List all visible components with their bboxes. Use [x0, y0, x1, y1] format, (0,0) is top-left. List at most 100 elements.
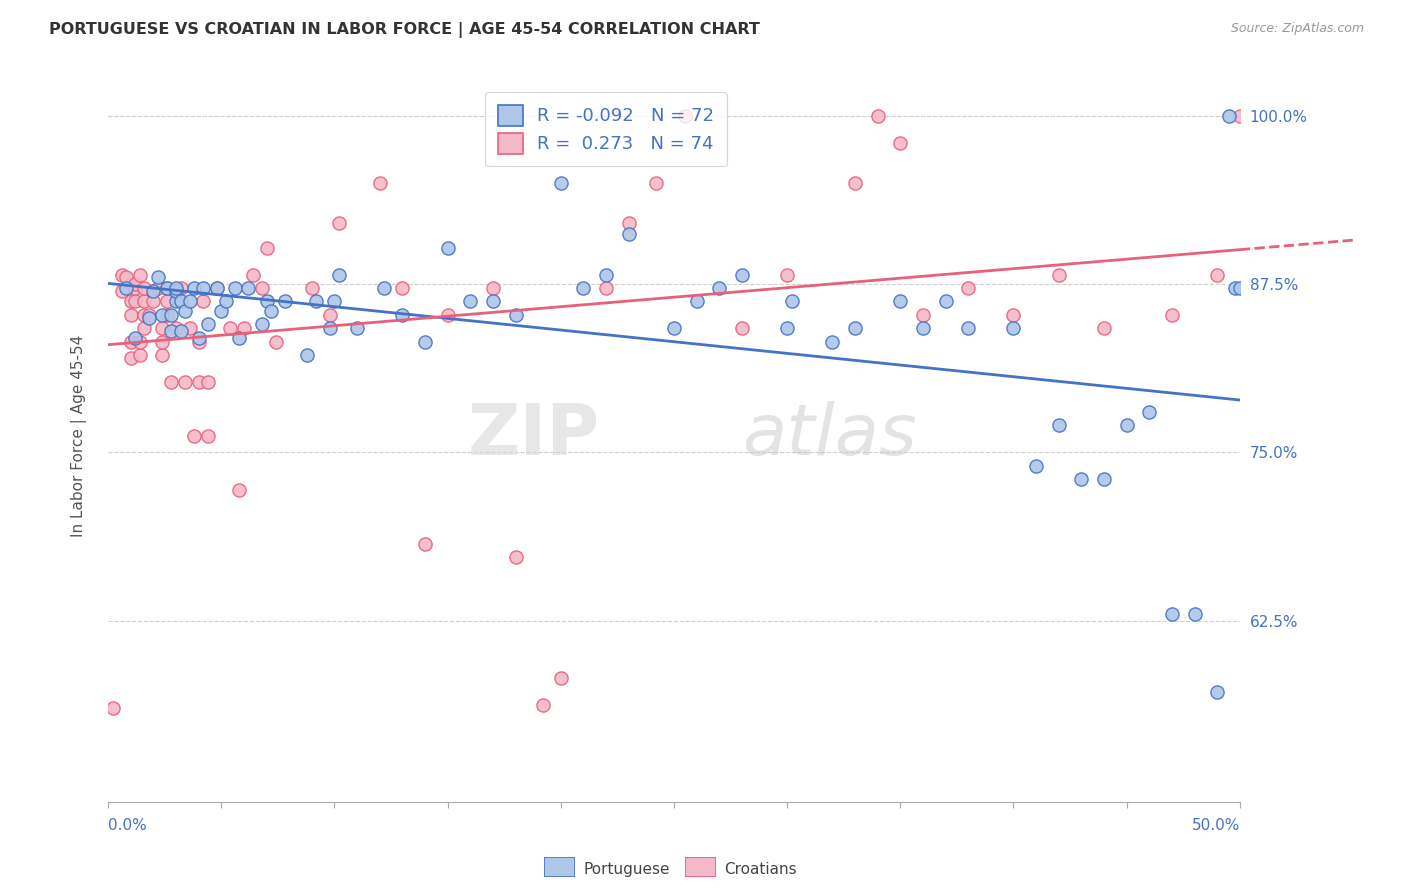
Point	[482, 281, 505, 295]
Point	[120, 308, 142, 322]
Point	[138, 308, 160, 322]
Point	[205, 281, 228, 295]
Point	[617, 227, 640, 241]
Point	[156, 281, 179, 295]
Point	[1229, 109, 1251, 123]
Point	[328, 216, 350, 230]
Point	[391, 308, 413, 322]
Point	[134, 321, 156, 335]
Point	[319, 308, 342, 322]
Point	[889, 136, 911, 150]
Point	[319, 321, 342, 335]
Point	[111, 284, 134, 298]
Point	[187, 331, 209, 345]
Point	[780, 294, 803, 309]
Y-axis label: In Labor Force | Age 45-54: In Labor Force | Age 45-54	[72, 334, 87, 536]
Point	[128, 268, 150, 282]
Point	[152, 321, 174, 335]
Point	[595, 281, 617, 295]
Point	[156, 281, 179, 295]
Point	[1092, 472, 1115, 486]
Point	[120, 351, 142, 365]
Point	[111, 268, 134, 282]
Point	[957, 281, 980, 295]
Point	[1047, 418, 1070, 433]
Point	[197, 318, 219, 332]
Point	[183, 281, 205, 295]
Point	[205, 281, 228, 295]
Point	[644, 176, 666, 190]
Point	[889, 294, 911, 309]
Point	[191, 294, 214, 309]
Point	[242, 268, 264, 282]
Point	[505, 308, 527, 322]
Point	[550, 672, 572, 686]
Point	[134, 281, 156, 295]
Point	[368, 176, 391, 190]
Text: Portuguese: Portuguese	[583, 863, 671, 877]
Text: atlas: atlas	[742, 401, 917, 470]
Point	[572, 281, 595, 295]
Point	[458, 294, 481, 309]
Legend: R = -0.092   N = 72, R =  0.273   N = 74: R = -0.092 N = 72, R = 0.273 N = 74	[485, 92, 727, 167]
Point	[550, 176, 572, 190]
Text: 50.0%: 50.0%	[1191, 819, 1240, 833]
Point	[152, 308, 174, 322]
Point	[124, 281, 146, 295]
Point	[1137, 405, 1160, 419]
Point	[160, 308, 183, 322]
Point	[935, 294, 957, 309]
Point	[256, 241, 278, 255]
Point	[1025, 458, 1047, 473]
Point	[1070, 472, 1092, 486]
Point	[238, 281, 260, 295]
Point	[264, 334, 287, 349]
Point	[413, 537, 436, 551]
Point	[436, 308, 458, 322]
Point	[1218, 109, 1240, 123]
Point	[160, 375, 183, 389]
Text: PORTUGUESE VS CROATIAN IN LABOR FORCE | AGE 45-54 CORRELATION CHART: PORTUGUESE VS CROATIAN IN LABOR FORCE | …	[49, 22, 761, 38]
Point	[256, 294, 278, 309]
Point	[142, 294, 165, 309]
Point	[124, 294, 146, 309]
Point	[482, 294, 505, 309]
Point	[169, 281, 191, 295]
Point	[673, 109, 696, 123]
Point	[323, 294, 346, 309]
Point	[250, 281, 273, 295]
Point	[124, 277, 146, 291]
Point	[1092, 321, 1115, 335]
Point	[219, 321, 242, 335]
Point	[709, 281, 731, 295]
Point	[146, 281, 169, 295]
Point	[1161, 607, 1184, 621]
Point	[165, 284, 187, 298]
Text: ZIP: ZIP	[468, 401, 600, 470]
Point	[187, 375, 209, 389]
Point	[911, 308, 934, 322]
Point	[124, 331, 146, 345]
Point	[328, 268, 350, 282]
Point	[197, 375, 219, 389]
Point	[160, 324, 183, 338]
Point	[1002, 308, 1025, 322]
Point	[866, 109, 889, 123]
Point	[156, 294, 179, 309]
Point	[152, 334, 174, 349]
Point	[134, 308, 156, 322]
Point	[191, 281, 214, 295]
Point	[115, 270, 138, 285]
Point	[776, 268, 799, 282]
Point	[250, 318, 273, 332]
Point	[731, 268, 754, 282]
Point	[183, 429, 205, 443]
Point	[134, 294, 156, 309]
Point	[776, 321, 799, 335]
Point	[391, 281, 413, 295]
Point	[232, 321, 254, 335]
Point	[662, 321, 685, 335]
Point	[617, 216, 640, 230]
Point	[305, 294, 328, 309]
Point	[595, 268, 617, 282]
